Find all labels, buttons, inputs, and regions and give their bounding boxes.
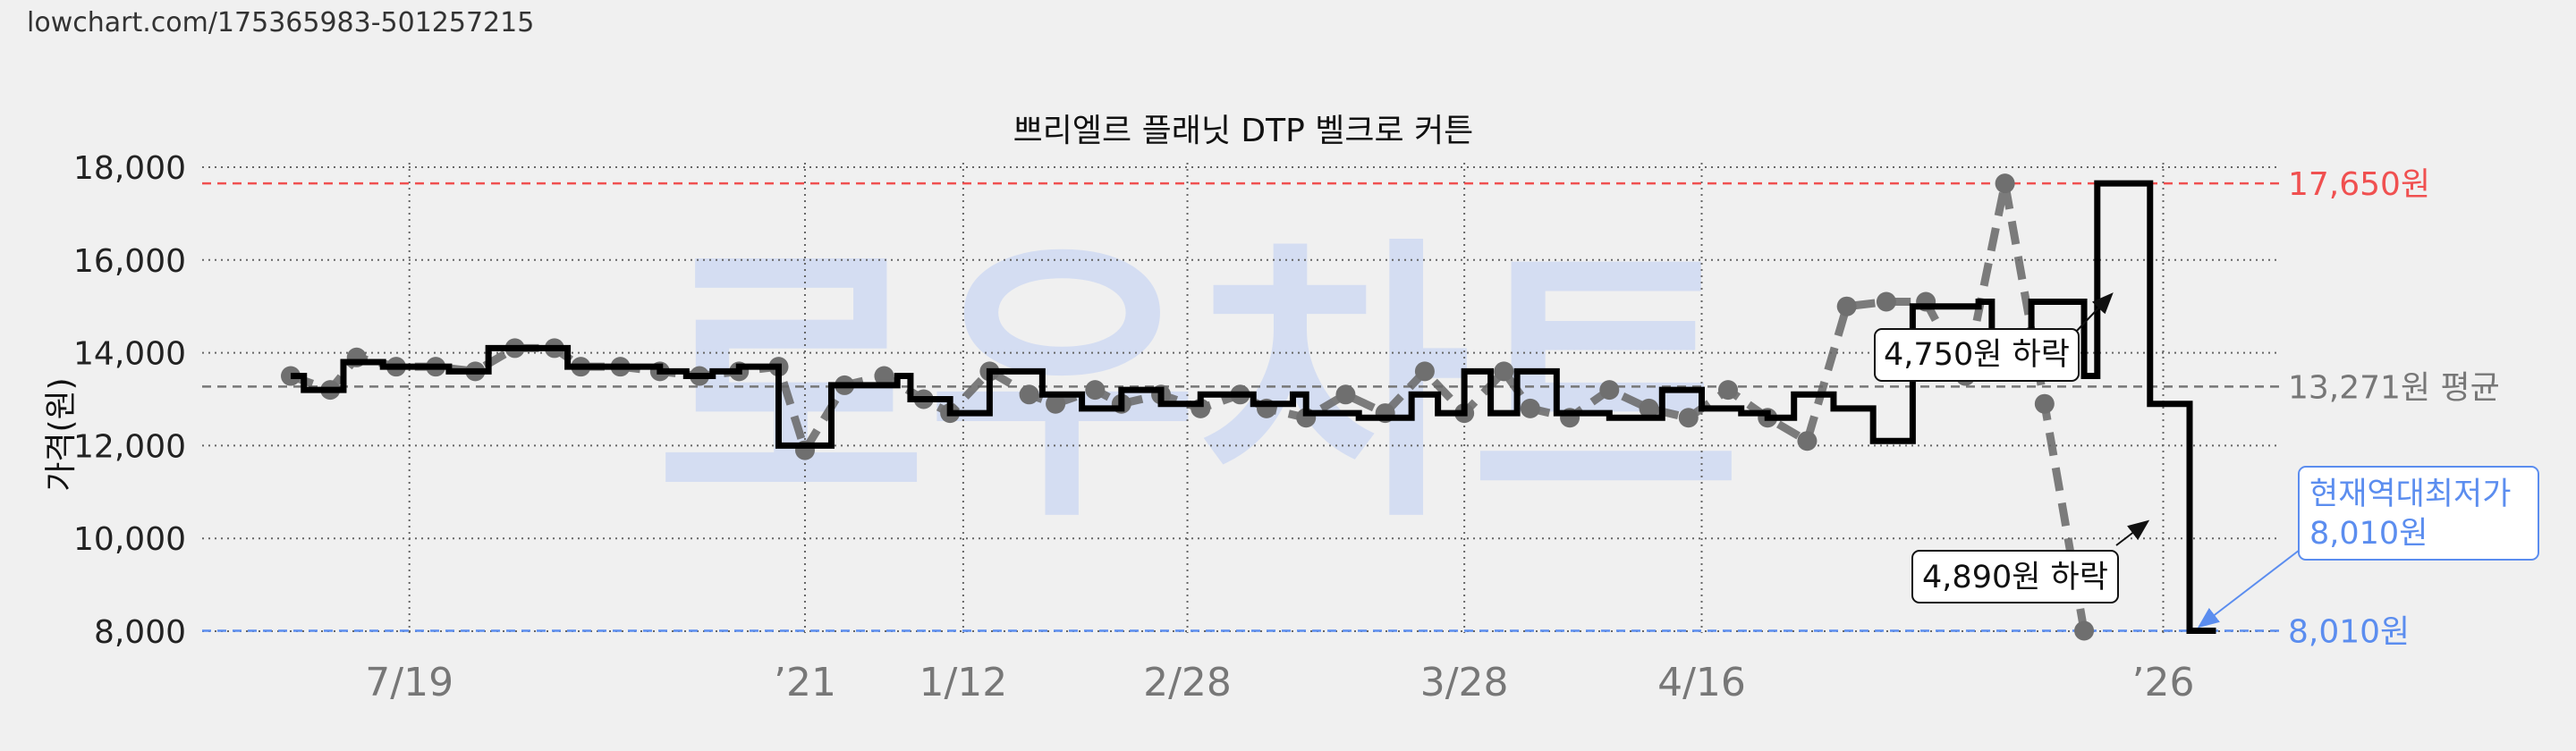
y-tick-label: 12,000: [73, 428, 186, 465]
trend-point: [1995, 173, 2015, 194]
x-tick-label: ’26: [2132, 660, 2195, 705]
trend-point: [874, 366, 894, 386]
y-tick-label: 16,000: [73, 243, 186, 280]
annotation-lowest: 현재역대최저가 8,010원: [2197, 466, 2539, 629]
trend-point: [1717, 380, 1738, 401]
annotation-drop-2-text: 4,890원 하락: [1922, 560, 2108, 595]
reference-line-label: 8,010원: [2288, 613, 2410, 650]
y-tick-label: 8,000: [94, 614, 186, 651]
x-tick-label: 7/19: [365, 660, 453, 705]
x-tick-label: 3/28: [1420, 660, 1509, 705]
y-tick-label: 18,000: [73, 150, 186, 187]
page-url: lowchart.com/175365983-501257215: [27, 7, 535, 38]
trend-point: [1019, 384, 1039, 405]
trend-point: [1520, 398, 1540, 418]
trend-point: [1876, 291, 1896, 312]
x-tick-label: 4/16: [1657, 660, 1746, 705]
trend-point: [1414, 361, 1435, 382]
y-axis-label: 가격(원): [43, 377, 80, 491]
trend-point: [1085, 380, 1106, 401]
trend-point: [1678, 408, 1699, 428]
x-tick-label: ’21: [774, 660, 836, 705]
x-tick-label: 1/12: [919, 660, 1007, 705]
price-step-line: [291, 180, 2216, 634]
y-tick-label: 10,000: [73, 521, 186, 558]
reference-line-label: 13,271원 평균: [2288, 369, 2500, 406]
x-ticks: 7/19 ’21 1/12 2/28 3/28 4/16 ’26: [365, 660, 2194, 705]
annotation-drop-1: 4,750원 하락: [1874, 292, 2114, 382]
watermark: 로우차트: [656, 214, 1741, 557]
y-tick-label: 14,000: [73, 336, 186, 373]
trend-point: [1797, 431, 1818, 451]
annotation-drop-1-text: 4,750원 하락: [1884, 337, 2070, 373]
trend-point: [1046, 393, 1066, 414]
annotation-lowest-text: 현재역대최저가 8,010원: [2309, 477, 2511, 552]
trend-point: [1335, 384, 1356, 405]
trend-point: [1639, 398, 1659, 418]
series-step: [291, 180, 2216, 634]
trend-point: [1494, 361, 1514, 382]
trend-point: [1599, 380, 1620, 401]
reference-line-label: 17,650원: [2288, 166, 2430, 203]
x-tick-label: 2/28: [1143, 660, 1232, 705]
y-ticks: 8,000 10,000 12,000 14,000 16,000 18,000: [73, 150, 186, 651]
trend-point: [2074, 620, 2095, 641]
trend-point: [1836, 296, 1857, 316]
trend-point: [2034, 393, 2055, 414]
annotation-drop-2: 4,890원 하락: [1911, 519, 2150, 603]
chart-title: 쁘리엘르 플래닛 DTP 벨크로 커튼: [1013, 113, 1474, 149]
